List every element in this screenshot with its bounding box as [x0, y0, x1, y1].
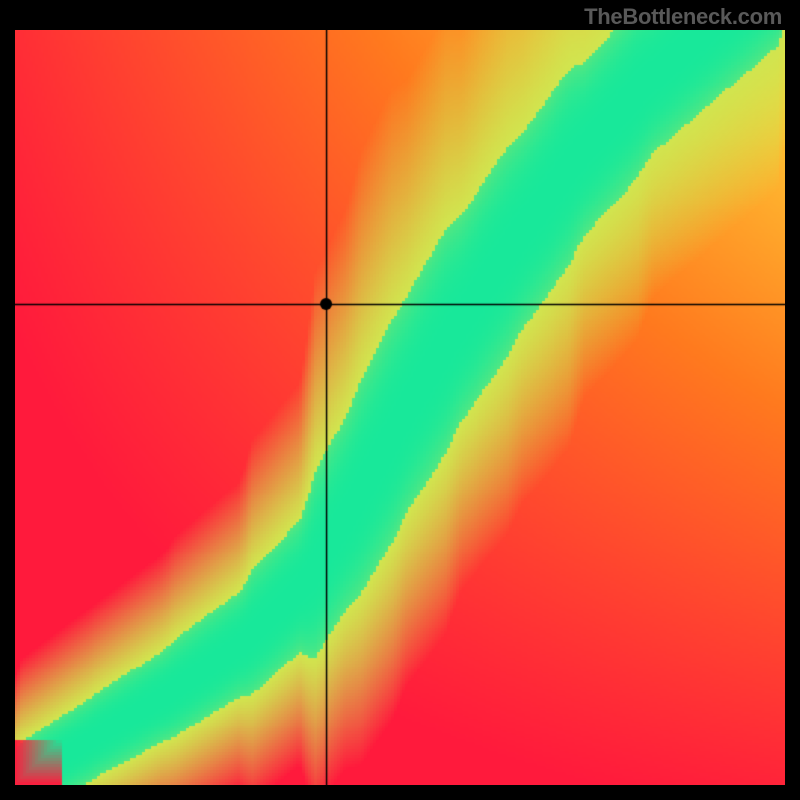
chart-container: TheBottleneck.com — [0, 0, 800, 800]
heatmap-canvas — [15, 30, 785, 785]
plot-area — [15, 30, 785, 785]
watermark-text: TheBottleneck.com — [584, 4, 782, 30]
